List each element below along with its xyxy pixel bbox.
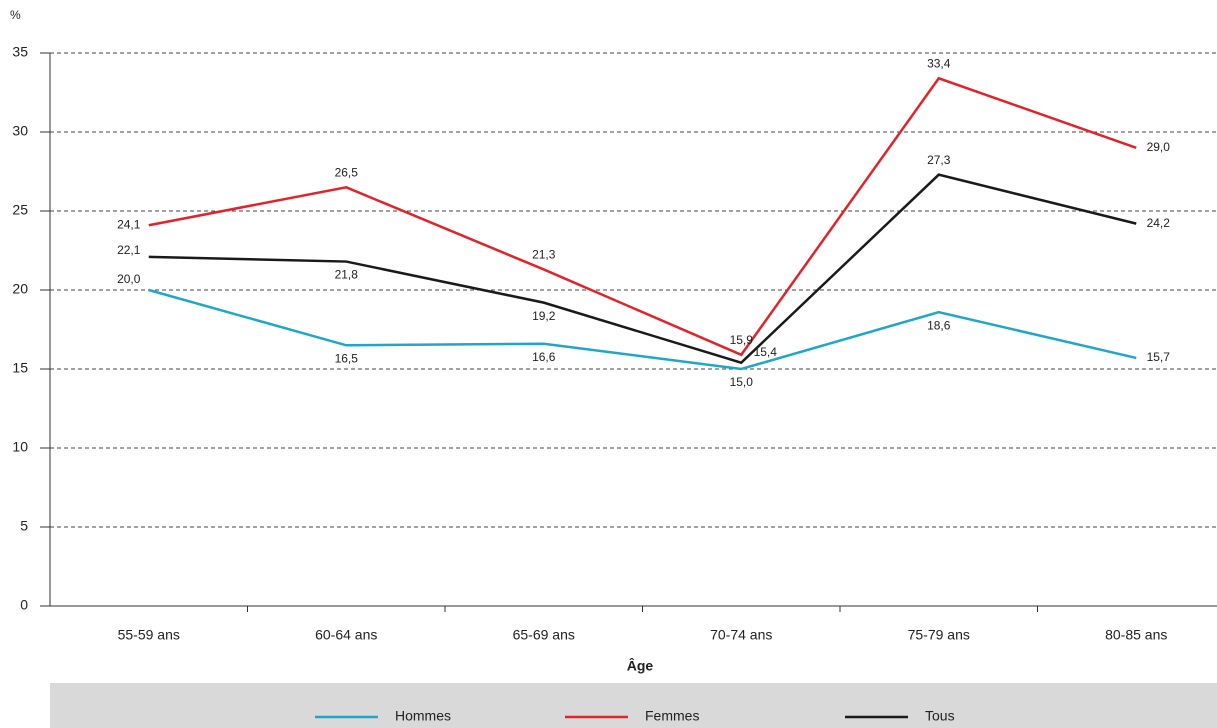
legend-label: Femmes — [645, 708, 699, 724]
data-label: 15,4 — [754, 345, 778, 359]
data-label: 24,1 — [117, 217, 141, 231]
y-tick-label: 35 — [12, 44, 28, 60]
series-line — [148, 288, 1137, 371]
y-tick-label: 10 — [12, 439, 28, 455]
series-line — [148, 173, 1137, 365]
legend-label: Tous — [925, 708, 955, 724]
data-label: 20,0 — [117, 272, 141, 286]
y-tick-label: 15 — [12, 360, 28, 376]
x-tick-label: 70-74 ans — [710, 627, 772, 643]
data-label: 26,5 — [335, 165, 359, 179]
legend-label: Hommes — [395, 708, 451, 724]
x-axis-label: Âge — [627, 657, 654, 674]
x-tick-label: 60-64 ans — [315, 627, 377, 643]
legend-background — [50, 683, 1217, 728]
data-label: 29,0 — [1147, 140, 1171, 154]
data-label: 21,8 — [335, 268, 359, 282]
data-label: 15,9 — [730, 333, 754, 347]
data-label: 21,3 — [532, 248, 556, 262]
x-tick-label: 80-85 ans — [1105, 627, 1167, 643]
x-tick-label: 65-69 ans — [513, 627, 575, 643]
data-label: 15,0 — [730, 375, 754, 389]
y-tick-label: 25 — [12, 202, 28, 218]
data-label: 18,6 — [927, 318, 951, 332]
y-axis-label: % — [10, 8, 21, 22]
data-label: 24,2 — [1147, 216, 1171, 230]
y-tick-label: 0 — [20, 597, 28, 613]
y-tick-label: 5 — [20, 518, 28, 534]
y-tick-label: 20 — [12, 281, 28, 297]
data-label: 27,3 — [927, 153, 951, 167]
data-label: 33,4 — [927, 56, 951, 70]
series-line — [148, 76, 1137, 357]
data-label: 16,6 — [532, 350, 556, 364]
data-label: 19,2 — [532, 309, 556, 323]
y-tick-label: 30 — [12, 123, 28, 139]
x-tick-label: 55-59 ans — [118, 627, 180, 643]
data-label: 16,5 — [335, 351, 359, 365]
data-label: 22,1 — [117, 243, 141, 257]
data-label: 15,7 — [1147, 350, 1171, 364]
x-tick-label: 75-79 ans — [908, 627, 970, 643]
